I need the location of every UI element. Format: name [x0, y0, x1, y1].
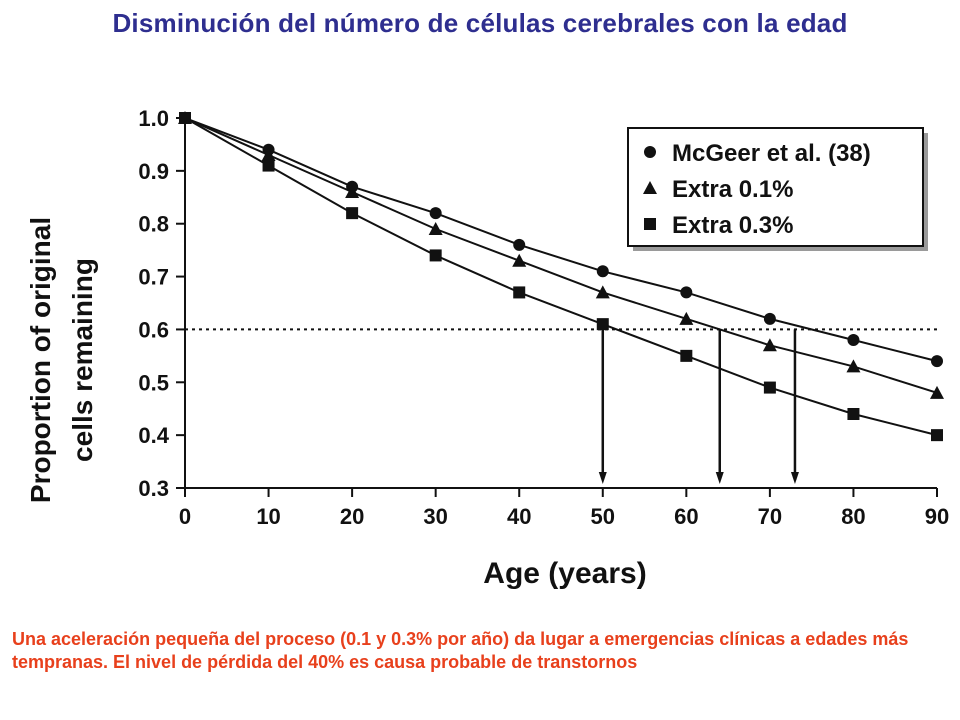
data-point-square — [644, 218, 656, 230]
x-tick-label: 50 — [591, 504, 615, 529]
data-point-square — [179, 112, 191, 124]
x-tick-label: 60 — [674, 504, 698, 529]
slide-title: Disminución del número de células cerebr… — [112, 8, 848, 38]
legend-entry-label: McGeer et al. (38) — [672, 140, 871, 167]
legend-entry-label: Extra 0.1% — [672, 176, 793, 203]
data-point-circle — [596, 265, 609, 278]
y-tick-label: 0.6 — [138, 317, 169, 342]
data-point-circle — [847, 334, 860, 346]
data-point-square — [429, 249, 442, 262]
data-point-square — [931, 429, 943, 442]
series-line-circle — [184, 117, 938, 363]
series-line-square — [184, 117, 938, 437]
data-point-square — [513, 286, 526, 299]
y-tick-label: 0.4 — [138, 423, 169, 448]
x-tick-label: 90 — [925, 504, 949, 529]
data-point-triangle — [261, 148, 276, 161]
drop-arrow-head — [598, 472, 607, 484]
data-point-triangle — [679, 311, 694, 325]
y-tick-label: 0.7 — [138, 265, 169, 290]
legend-box — [627, 127, 924, 247]
x-axis-label: Age (years) — [483, 557, 646, 590]
legend: McGeer et al. (38) Extra 0.1% Extra 0.3% — [627, 127, 928, 251]
x-tick-label: 30 — [423, 504, 447, 529]
caption-text: Una aceleración pequeña del proceso (0.1… — [12, 629, 909, 672]
x-tick-label: 70 — [758, 504, 782, 529]
data-point-triangle — [512, 253, 527, 267]
y-tick-label: 0.3 — [138, 476, 169, 501]
chart-marks — [178, 111, 944, 484]
data-point-square — [596, 318, 609, 331]
data-point-triangle — [595, 285, 610, 299]
data-point-circle — [931, 355, 943, 368]
data-point-square — [262, 159, 275, 172]
data-point-triangle — [643, 181, 657, 194]
data-point-circle — [429, 207, 442, 220]
drop-arrow-head — [715, 472, 724, 484]
y-axis-label: Proportion of original cells remaining — [25, 217, 98, 503]
data-point-square — [847, 408, 860, 420]
data-point-triangle — [846, 359, 861, 373]
data-point-square — [763, 381, 776, 394]
legend-entry-label: Extra 0.3% — [672, 212, 793, 239]
x-tick-label: 10 — [256, 504, 280, 529]
data-point-circle — [680, 286, 693, 299]
y-tick-label: 1.0 — [138, 106, 169, 131]
axes: 0.3 0.4 0.5 0.6 0.7 0.8 0.9 1.0 0 10 20 30 40 50 60 70 8… — [138, 106, 949, 529]
data-point-triangle — [345, 185, 360, 198]
brain-cells-chart: Proportion of original cells remaining A… — [25, 106, 949, 590]
data-point-circle — [763, 312, 776, 325]
x-tick-label: 0 — [179, 504, 191, 529]
data-point-triangle — [428, 222, 443, 235]
data-point-triangle — [762, 338, 777, 352]
y-axis-label-line2: cells remaining — [67, 258, 98, 462]
drop-arrow-head — [790, 472, 799, 484]
series-line-triangle — [184, 117, 938, 394]
x-tick-label: 80 — [841, 504, 865, 529]
data-point-circle — [644, 146, 656, 158]
x-tick-label: 40 — [507, 504, 531, 529]
y-axis-label-line1: Proportion of original — [25, 217, 56, 503]
data-point-circle — [513, 238, 526, 251]
data-point-square — [680, 349, 693, 362]
x-tick-label: 20 — [340, 504, 364, 529]
data-point-triangle — [930, 385, 944, 399]
y-tick-label: 0.8 — [138, 212, 169, 237]
data-point-square — [346, 207, 359, 220]
y-tick-label: 0.9 — [138, 159, 169, 184]
y-tick-label: 0.5 — [138, 370, 169, 395]
